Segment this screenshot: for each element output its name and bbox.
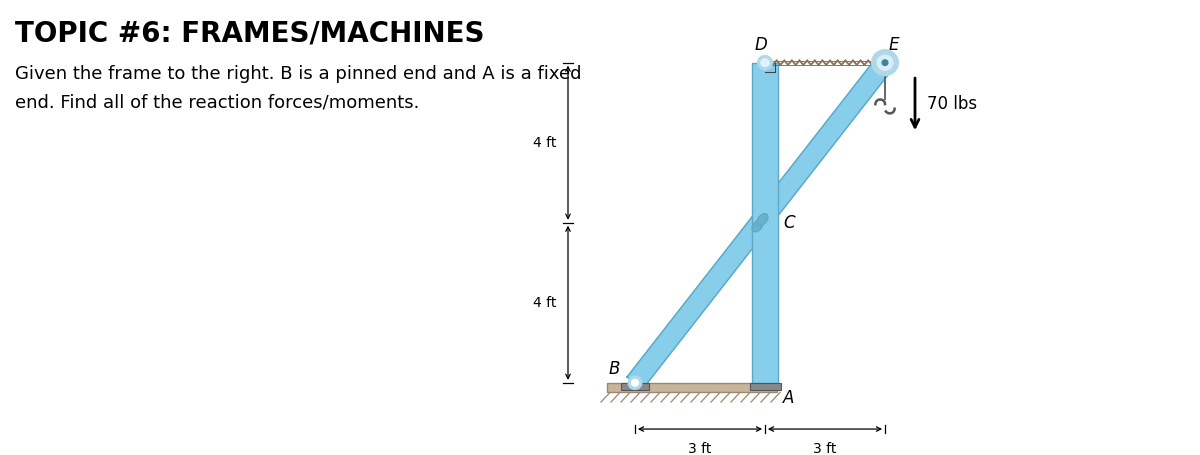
Bar <box>607 383 778 392</box>
Text: 3 ft: 3 ft <box>814 442 836 455</box>
Circle shape <box>877 55 893 70</box>
Bar <box>622 383 649 389</box>
Text: Given the frame to the right. B is a pinned end and A is a fixed: Given the frame to the right. B is a pin… <box>14 65 582 83</box>
Bar <box>752 63 778 383</box>
Circle shape <box>631 379 638 386</box>
Text: C: C <box>784 214 794 232</box>
Ellipse shape <box>752 220 763 232</box>
Text: B: B <box>608 360 620 378</box>
Circle shape <box>761 59 769 66</box>
Text: 3 ft: 3 ft <box>689 442 712 455</box>
Text: D: D <box>755 36 767 54</box>
Text: A: A <box>784 389 794 407</box>
Circle shape <box>758 56 772 70</box>
Ellipse shape <box>757 213 768 226</box>
Text: end. Find all of the reaction forces/moments.: end. Find all of the reaction forces/mom… <box>14 94 419 111</box>
Polygon shape <box>628 57 893 389</box>
Text: 4 ft: 4 ft <box>533 136 556 150</box>
Text: TOPIC #6: FRAMES/MACHINES: TOPIC #6: FRAMES/MACHINES <box>14 19 485 47</box>
Circle shape <box>629 376 642 389</box>
Text: 4 ft: 4 ft <box>533 296 556 310</box>
Circle shape <box>882 60 888 66</box>
Text: E: E <box>889 36 900 54</box>
Bar <box>750 383 780 389</box>
Circle shape <box>872 50 898 75</box>
Text: 70 lbs: 70 lbs <box>928 95 977 113</box>
